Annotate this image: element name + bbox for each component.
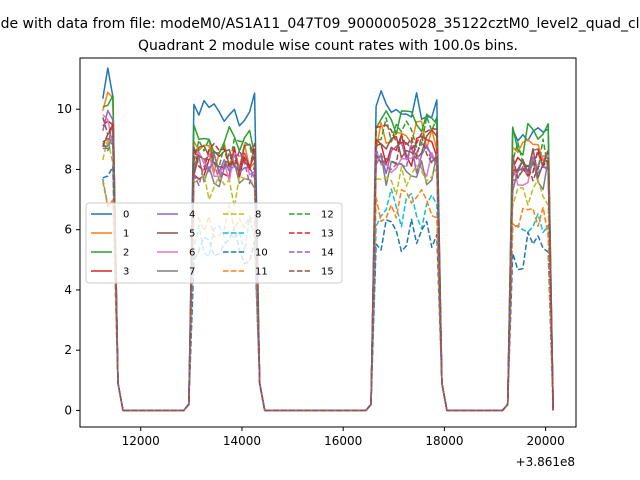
legend-label-6: 6: [189, 248, 195, 259]
legend-label-14: 14: [321, 248, 334, 259]
legend-label-3: 3: [123, 267, 129, 278]
legend-label-15: 15: [321, 267, 334, 278]
y-tick-label: 0: [64, 403, 72, 417]
y-tick-label: 10: [57, 102, 72, 116]
legend-label-5: 5: [189, 229, 195, 240]
series-line-15: [102, 117, 554, 412]
legend-label-2: 2: [123, 248, 129, 259]
legend-label-10: 10: [255, 248, 268, 259]
legend-label-9: 9: [255, 229, 261, 240]
legend-label-11: 11: [255, 267, 268, 278]
legend-label-12: 12: [321, 210, 334, 221]
legend-label-8: 8: [255, 210, 261, 221]
x-offset-label: +3.861e8: [516, 455, 575, 469]
x-tick-label: 12000: [122, 434, 160, 448]
y-tick-label: 4: [64, 283, 72, 297]
y-axis: 0 2 4 6 8 10: [57, 102, 80, 417]
x-tick-label: 14000: [223, 434, 261, 448]
x-tick-label: 20000: [527, 434, 565, 448]
x-tick-label: 18000: [425, 434, 463, 448]
legend-label-1: 1: [123, 229, 129, 240]
x-tick-label: 16000: [324, 434, 362, 448]
chart-title: Quadrant 2 module wise count rates with …: [138, 38, 518, 54]
y-tick-label: 8: [64, 162, 72, 176]
legend-label-13: 13: [321, 229, 334, 240]
legend-label-4: 4: [189, 210, 195, 221]
figure-suptitle: Plot made with data from file: modeM0/AS…: [0, 16, 640, 32]
x-axis: 12000 14000 16000 18000 20000: [122, 427, 565, 448]
y-tick-label: 2: [64, 343, 72, 357]
legend-label-0: 0: [123, 210, 129, 221]
plot-layer: [102, 67, 554, 412]
series-line-14: [102, 134, 554, 412]
legend-box: [85, 202, 343, 284]
y-tick-label: 6: [64, 223, 72, 237]
legend-label-7: 7: [189, 267, 195, 278]
axes-frame: [79, 57, 577, 428]
